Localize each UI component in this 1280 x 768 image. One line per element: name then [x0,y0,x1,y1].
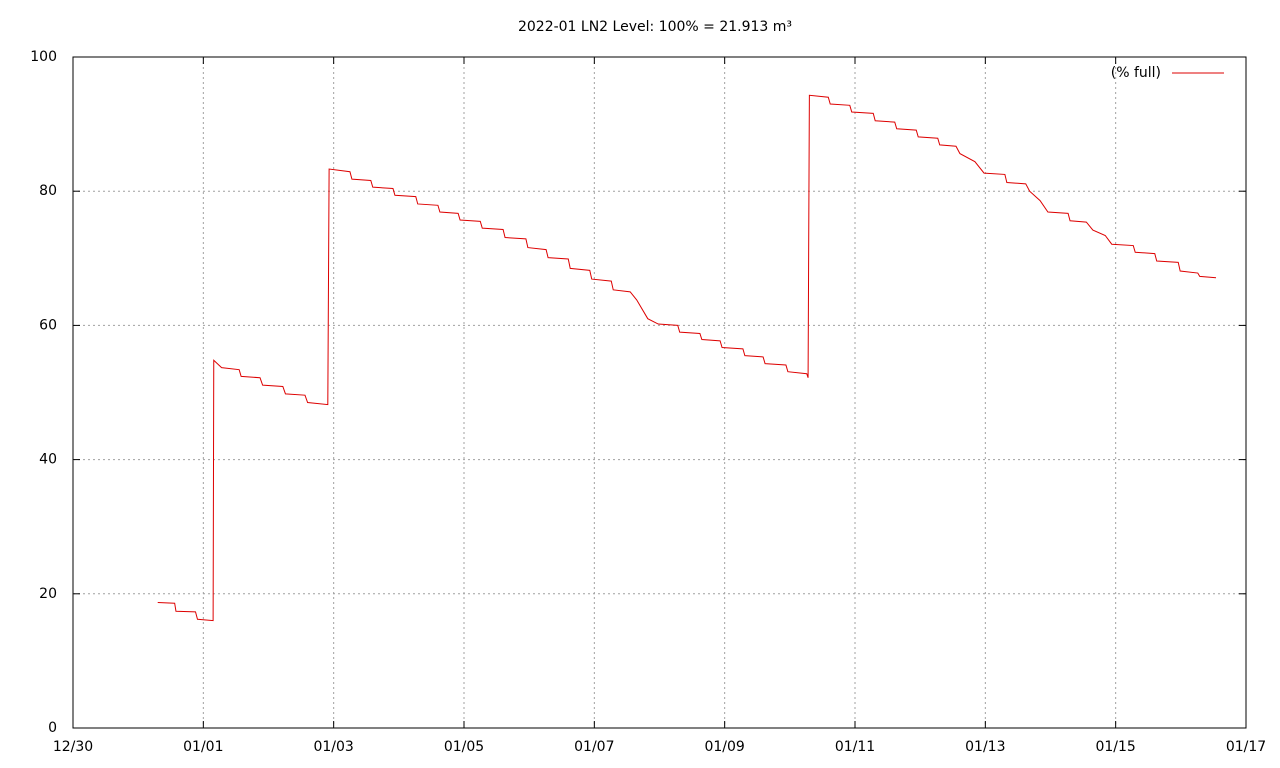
x-tick-label: 01/15 [1095,739,1135,755]
y-tick-label: 20 [39,586,57,602]
y-tick-label: 40 [39,452,57,468]
y-tick-label: 100 [30,49,57,65]
x-tick-label: 01/01 [183,739,223,755]
data-line [157,94,1217,622]
x-tick-label: 01/07 [574,739,614,755]
x-tick-label: 01/17 [1226,739,1266,755]
x-tick-label: 01/11 [835,739,875,755]
legend-label: (% full) [1111,65,1161,81]
plot-frame [72,56,1247,729]
y-tick-label: 60 [39,317,57,333]
x-tick-label: 12/30 [53,739,93,755]
x-tick-label: 01/03 [313,739,353,755]
y-tick-label: 80 [39,183,57,199]
y-tick-label: 0 [48,720,57,736]
x-tick-label: 01/05 [444,739,484,755]
x-tick-label: 01/09 [704,739,744,755]
x-tick-label: 01/13 [965,739,1005,755]
chart-title: 2022-01 LN2 Level: 100% = 21.913 m³ [518,19,792,35]
